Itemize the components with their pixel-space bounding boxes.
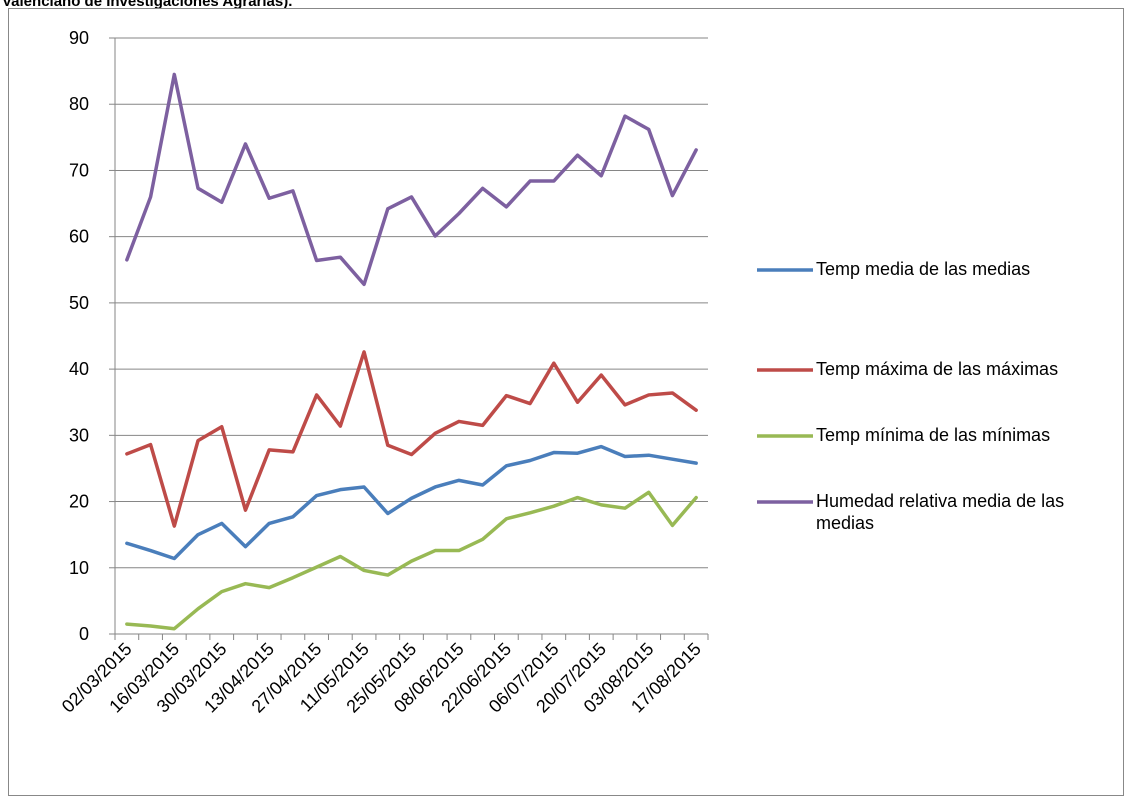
series-line [125, 350, 698, 528]
series-line [125, 72, 698, 287]
legend-label: Humedad relativa media de las medias [816, 491, 1065, 533]
caption: Valenciano de Investigaciones Agrarias). [2, 0, 293, 10]
y-tick-label: 30 [69, 425, 89, 445]
y-tick-label: 80 [69, 94, 89, 114]
y-tick-label: 50 [69, 293, 89, 313]
y-tick-label: 90 [69, 28, 89, 48]
legend-label: Temp media de las medias [816, 259, 1031, 279]
y-tick-label: 70 [69, 160, 89, 180]
legend-label: Temp mínima de las mínimas [816, 425, 1051, 445]
y-tick-label: 0 [79, 624, 89, 644]
y-tick-label: 60 [69, 227, 89, 247]
chart-frame [8, 8, 1124, 796]
y-tick-label: 20 [69, 492, 89, 512]
y-tick-label: 10 [69, 558, 89, 578]
y-tick-label: 40 [69, 359, 89, 379]
series-line [125, 444, 698, 561]
legend-label: Temp máxima de las máximas [816, 359, 1059, 379]
series-line [125, 490, 698, 631]
